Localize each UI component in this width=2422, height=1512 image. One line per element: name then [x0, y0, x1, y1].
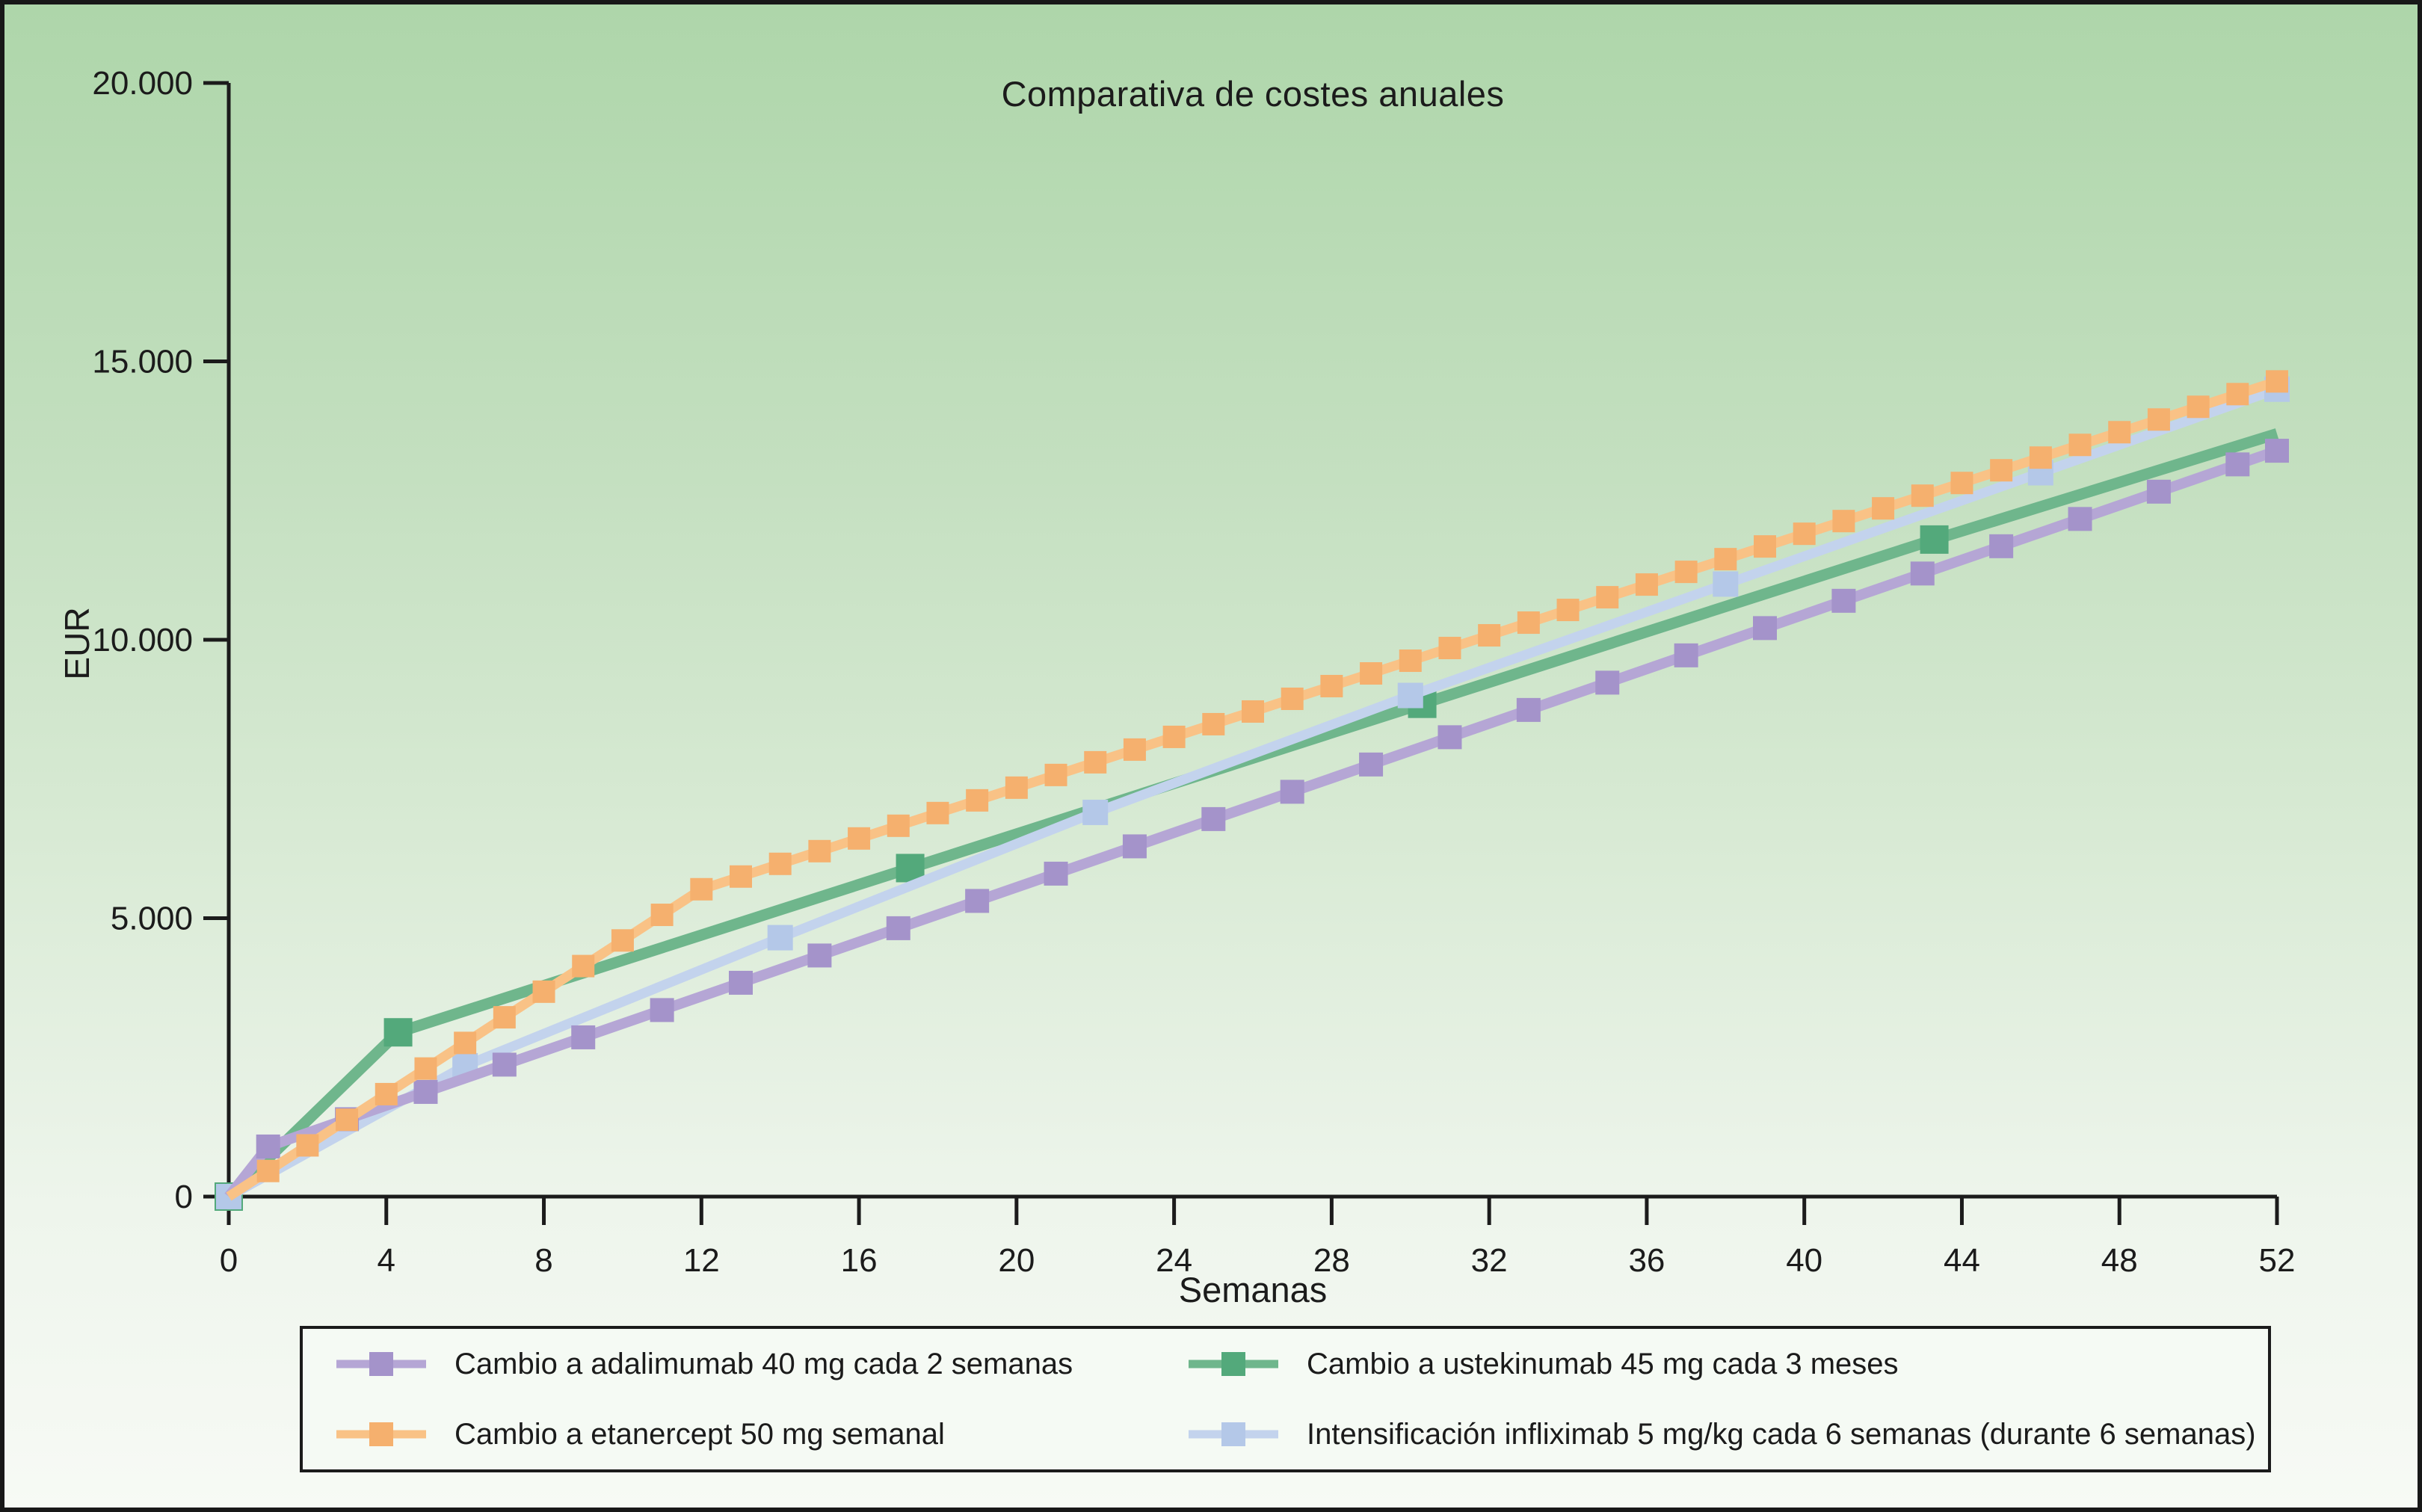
- series-line-adalimumab: [224, 445, 2279, 1200]
- series-markers-infliximab: [216, 376, 2290, 1209]
- svg-text:32: 32: [1471, 1242, 1508, 1279]
- svg-text:40: 40: [1786, 1242, 1822, 1279]
- y-axis-label: EUR: [58, 607, 96, 680]
- series-infliximab: [216, 376, 2290, 1209]
- series-etanercept: [226, 370, 2288, 1201]
- svg-text:0: 0: [220, 1242, 238, 1279]
- svg-text:28: 28: [1313, 1242, 1350, 1279]
- svg-text:15.000: 15.000: [92, 344, 193, 380]
- legend-item-ustekinumab: Cambio a ustekinumab 45 mg cada 3 meses: [1189, 1348, 2268, 1381]
- legend-label-ustekinumab: Cambio a ustekinumab 45 mg cada 3 meses: [1307, 1347, 1899, 1380]
- legend: Cambio a adalimumab 40 mg cada 2 semanas…: [300, 1326, 2271, 1472]
- svg-text:8: 8: [534, 1242, 552, 1279]
- svg-text:24: 24: [1156, 1242, 1192, 1279]
- axes: [227, 83, 2277, 1199]
- legend-item-adalimumab: Cambio a adalimumab 40 mg cada 2 semanas: [336, 1348, 1189, 1381]
- series-line-etanercept: [226, 377, 2278, 1201]
- chart-title: Comparativa de costes anuales: [1001, 74, 1505, 114]
- svg-text:20.000: 20.000: [92, 65, 193, 102]
- legend-marker-ustekinumab: [1189, 1352, 1278, 1376]
- series-ustekinumab: [215, 428, 2279, 1211]
- svg-text:12: 12: [683, 1242, 720, 1279]
- x-axis-label: Semanas: [1178, 1270, 1328, 1309]
- svg-text:52: 52: [2259, 1242, 2296, 1279]
- svg-text:4: 4: [378, 1242, 395, 1279]
- series-markers-etanercept: [256, 370, 2288, 1182]
- svg-text:36: 36: [1628, 1242, 1665, 1279]
- series-line-infliximab: [226, 384, 2279, 1201]
- svg-text:0: 0: [175, 1179, 193, 1215]
- y-axis-ticks: 0 5.000 10.000 15.000 20.000: [92, 65, 229, 1215]
- series-adalimumab: [224, 439, 2289, 1200]
- svg-text:48: 48: [2101, 1242, 2138, 1279]
- legend-item-etanercept: Cambio a etanercept 50 mg semanal: [336, 1418, 1189, 1451]
- svg-text:44: 44: [1944, 1242, 1980, 1279]
- legend-item-infliximab: Intensificación infliximab 5 mg/kg cada …: [1189, 1418, 2268, 1451]
- legend-marker-etanercept: [336, 1422, 426, 1446]
- svg-text:5.000: 5.000: [111, 901, 193, 937]
- svg-text:16: 16: [841, 1242, 878, 1279]
- svg-text:10.000: 10.000: [92, 622, 193, 658]
- legend-label-adalimumab: Cambio a adalimumab 40 mg cada 2 semanas: [454, 1347, 1073, 1380]
- svg-text:20: 20: [998, 1242, 1035, 1279]
- series-line-ustekinumab: [224, 428, 2279, 1201]
- legend-marker-infliximab: [1189, 1422, 1278, 1446]
- legend-label-etanercept: Cambio a etanercept 50 mg semanal: [454, 1417, 945, 1451]
- x-axis-ticks: 0 4 8 12 16 20 24 28 32 36 40 44 48 52: [220, 1197, 2296, 1279]
- legend-label-infliximab: Intensificación infliximab 5 mg/kg cada …: [1307, 1417, 2256, 1451]
- legend-marker-adalimumab: [336, 1352, 426, 1376]
